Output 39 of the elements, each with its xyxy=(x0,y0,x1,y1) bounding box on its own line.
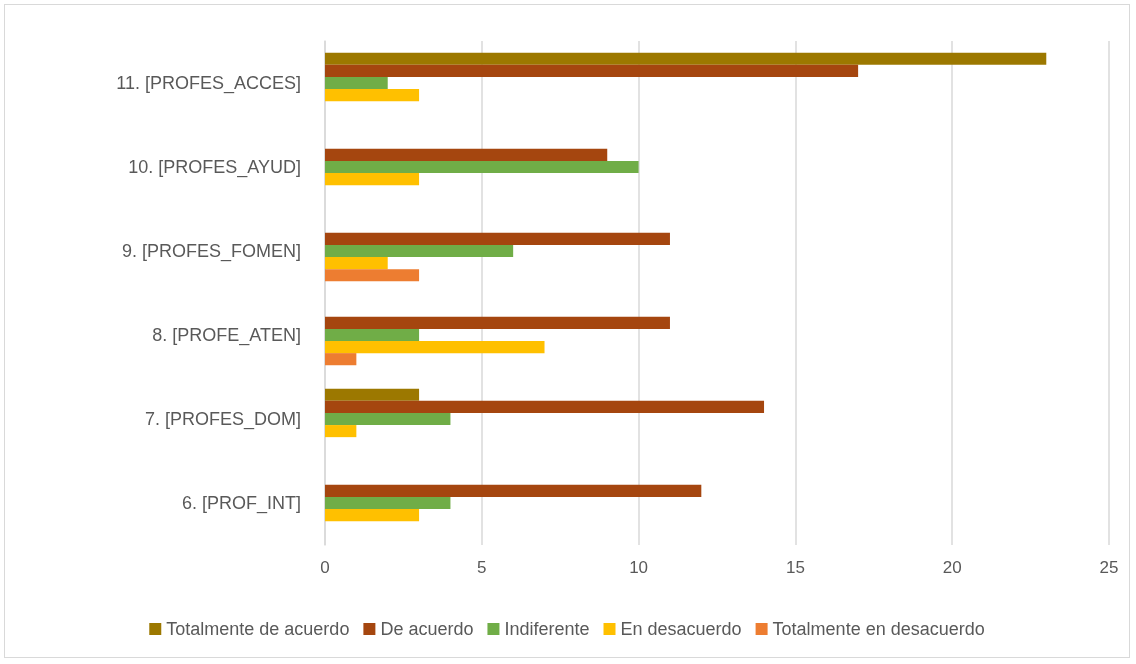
bar xyxy=(325,173,420,186)
x-tick-label: 15 xyxy=(785,558,805,577)
y-tick-label: 11. [PROFES_ACCES] xyxy=(116,73,301,94)
bar xyxy=(325,148,608,161)
y-tick-label: 9. [PROFES_FOMEN] xyxy=(121,241,301,262)
bar xyxy=(325,64,859,77)
legend-label: Indiferente xyxy=(504,619,590,639)
legend-label: En desacuerdo xyxy=(620,619,742,639)
bar xyxy=(325,425,357,438)
x-tick-label: 25 xyxy=(1099,558,1119,577)
bar xyxy=(325,316,670,329)
x-tick-label: 10 xyxy=(629,558,649,577)
bar xyxy=(325,484,702,497)
y-tick-label: 10. [PROFES_AYUD] xyxy=(128,157,301,178)
bar xyxy=(325,76,388,90)
bar xyxy=(325,400,765,413)
bar xyxy=(325,353,357,366)
bar xyxy=(325,328,420,342)
x-tick-label: 0 xyxy=(320,558,330,577)
bar xyxy=(325,232,670,245)
x-tick-label: 20 xyxy=(942,558,962,577)
bar xyxy=(325,89,420,102)
bar xyxy=(325,388,420,401)
y-tick-label: 8. [PROFE_ATEN] xyxy=(152,325,301,346)
y-tick-label: 6. [PROF_INT] xyxy=(181,493,301,514)
x-tick-label: 5 xyxy=(477,558,487,577)
bar xyxy=(325,257,388,270)
bar xyxy=(325,412,451,426)
legend-label: Totalmente en desacuerdo xyxy=(772,619,985,639)
bar xyxy=(325,244,514,258)
legend-label: Totalmente de acuerdo xyxy=(166,619,350,639)
y-tick-label: 7. [PROFES_DOM] xyxy=(144,409,301,430)
bar xyxy=(325,341,545,354)
bar xyxy=(325,509,420,522)
bar xyxy=(325,160,639,174)
bar xyxy=(325,52,1047,65)
bar xyxy=(325,496,451,510)
bar xyxy=(325,269,420,282)
legend-label: De acuerdo xyxy=(380,619,474,639)
